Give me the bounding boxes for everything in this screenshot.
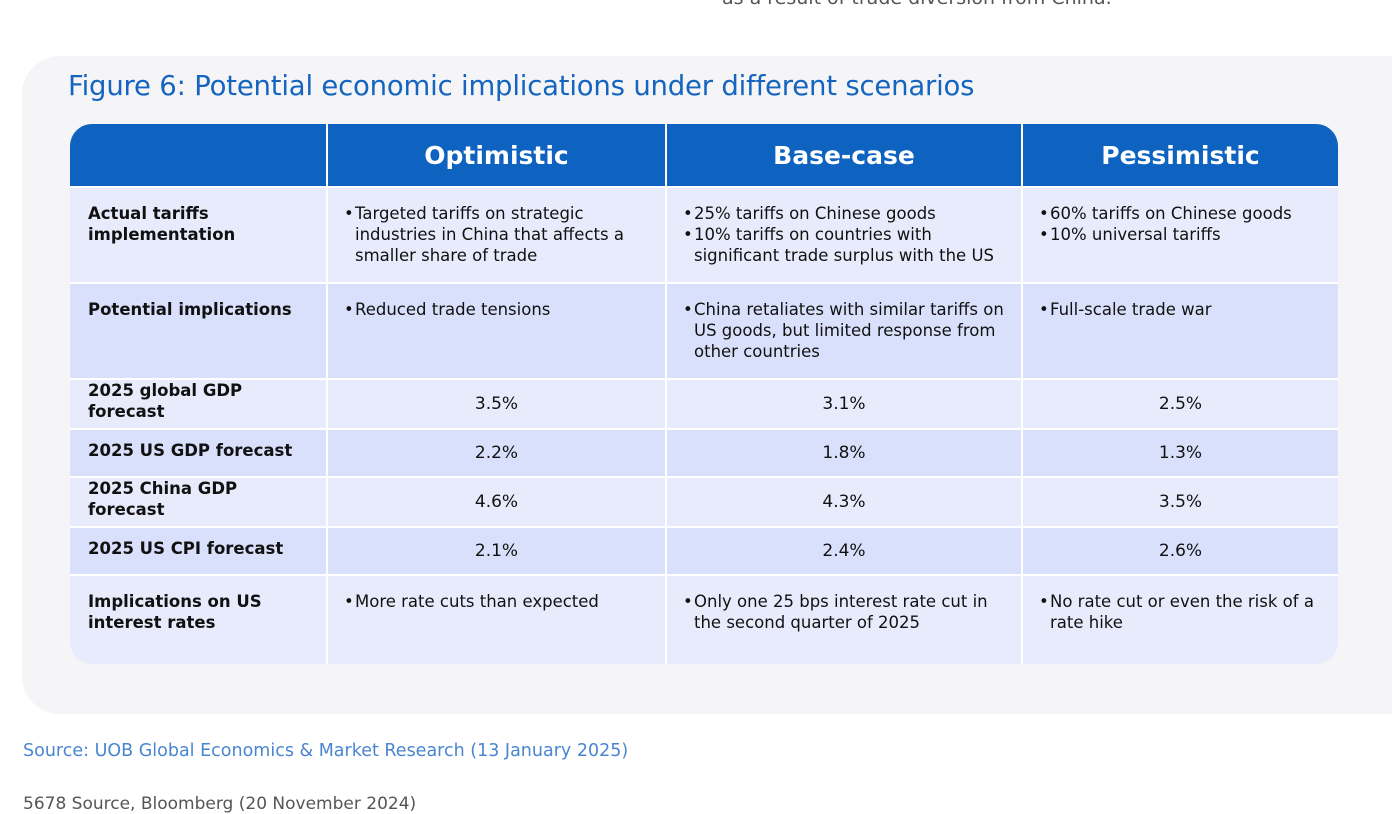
table-row: 2025 US CPI forecast 2.1% 2.4% 2.6% (70, 526, 1338, 574)
cell-base-case: 1.8% (667, 428, 1023, 476)
bullet-item: 60% tariffs on Chinese goods (1039, 203, 1322, 224)
row-label: 2025 US GDP forecast (70, 428, 328, 476)
cell-pessimistic: 3.5% (1023, 476, 1338, 526)
cell-base-case: 2.4% (667, 526, 1023, 574)
cell-pessimistic: 60% tariffs on Chinese goods 10% univers… (1023, 186, 1338, 282)
bullet-item: China retaliates with similar tariffs on… (683, 299, 1005, 362)
bullet-item: No rate cut or even the risk of a rate h… (1039, 591, 1322, 633)
cell-base-case: 4.3% (667, 476, 1023, 526)
cell-pessimistic: No rate cut or even the risk of a rate h… (1023, 574, 1338, 664)
cell-base-case: 25% tariffs on Chinese goods 10% tariffs… (667, 186, 1023, 282)
table-header-row: Optimistic Base-case Pessimistic (70, 124, 1338, 186)
figure-title: Figure 6: Potential economic implication… (68, 70, 975, 102)
preceding-paragraph-text: as a result of trade diversion from Chin… (722, 0, 1112, 9)
cell-optimistic: 2.1% (328, 526, 667, 574)
cell-optimistic: 2.2% (328, 428, 667, 476)
cell-pessimistic: 2.5% (1023, 378, 1338, 428)
row-label: Potential implications (70, 282, 328, 378)
table-row: Actual tariffs implementation Targeted t… (70, 186, 1338, 282)
row-label: Actual tariffs implementation (70, 186, 328, 282)
bullet-item: Only one 25 bps interest rate cut in the… (683, 591, 1005, 633)
table-row: Implications on US interest rates More r… (70, 574, 1338, 664)
header-pessimistic: Pessimistic (1023, 124, 1338, 186)
cell-optimistic: Targeted tariffs on strategic industries… (328, 186, 667, 282)
cell-pessimistic: 1.3% (1023, 428, 1338, 476)
bullet-item: More rate cuts than expected (344, 591, 649, 612)
footnote: 5678 Source, Bloomberg (20 November 2024… (23, 794, 417, 814)
cell-optimistic: More rate cuts than expected (328, 574, 667, 664)
bullet-item: Full-scale trade war (1039, 299, 1322, 320)
row-label: 2025 China GDP forecast (70, 476, 328, 526)
table-row: Potential implications Reduced trade ten… (70, 282, 1338, 378)
cell-base-case: Only one 25 bps interest rate cut in the… (667, 574, 1023, 664)
cell-base-case: China retaliates with similar tariffs on… (667, 282, 1023, 378)
table-row: 2025 global GDP forecast 3.5% 3.1% 2.5% (70, 378, 1338, 428)
bullet-item: 10% tariffs on countries with significan… (683, 224, 1005, 266)
table-row: 2025 China GDP forecast 4.6% 4.3% 3.5% (70, 476, 1338, 526)
cell-optimistic: 3.5% (328, 378, 667, 428)
bullet-item: 10% universal tariffs (1039, 224, 1322, 245)
bullet-item: Reduced trade tensions (344, 299, 649, 320)
source-note: Source: UOB Global Economics & Market Re… (23, 741, 629, 761)
cell-base-case: 3.1% (667, 378, 1023, 428)
header-optimistic: Optimistic (328, 124, 667, 186)
row-label: 2025 global GDP forecast (70, 378, 328, 428)
bullet-item: Targeted tariffs on strategic industries… (344, 203, 649, 266)
bullet-item: 25% tariffs on Chinese goods (683, 203, 1005, 224)
cell-pessimistic: 2.6% (1023, 526, 1338, 574)
cell-pessimistic: Full-scale trade war (1023, 282, 1338, 378)
row-label: 2025 US CPI forecast (70, 526, 328, 574)
header-base-case: Base-case (667, 124, 1023, 186)
row-label: Implications on US interest rates (70, 574, 328, 664)
cell-optimistic: Reduced trade tensions (328, 282, 667, 378)
table-row: 2025 US GDP forecast 2.2% 1.8% 1.3% (70, 428, 1338, 476)
cell-optimistic: 4.6% (328, 476, 667, 526)
header-corner (70, 124, 328, 186)
scenarios-table: Optimistic Base-case Pessimistic Actual … (70, 124, 1338, 664)
